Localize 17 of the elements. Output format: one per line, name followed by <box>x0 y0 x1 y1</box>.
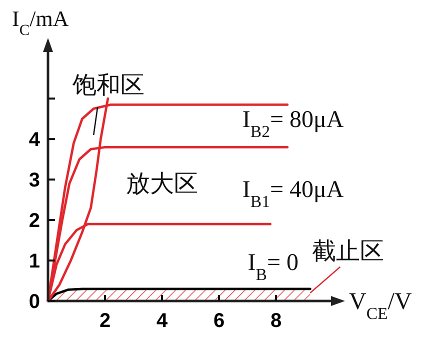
y-axis-title: I$_{C}$/mA <box>12 6 69 38</box>
annotation: 饱和区 <box>72 72 145 100</box>
annotation: I$_{B}$= 0 <box>248 250 299 284</box>
annotation: I$_{B2}$= 80μA <box>242 106 344 140</box>
x-tick-label: 4 <box>156 310 168 332</box>
x-tick-label: 8 <box>270 310 282 332</box>
x-tick-label: 6 <box>213 310 225 332</box>
y-tick-label: 2 <box>28 210 40 232</box>
x-axis-title: V$_{CE}$/V <box>349 289 412 322</box>
y-tick-label: 3 <box>28 170 40 192</box>
annotation: 放大区 <box>126 170 198 198</box>
annotation: 截止区 <box>312 238 384 265</box>
y-tick-label: 0 <box>28 291 40 313</box>
y-tick-label: 4 <box>28 129 41 152</box>
annotation: I$_{B1}$= 40μA <box>242 176 344 210</box>
y-tick-label: 1 <box>28 250 40 273</box>
x-tick-label: 2 <box>99 310 111 332</box>
